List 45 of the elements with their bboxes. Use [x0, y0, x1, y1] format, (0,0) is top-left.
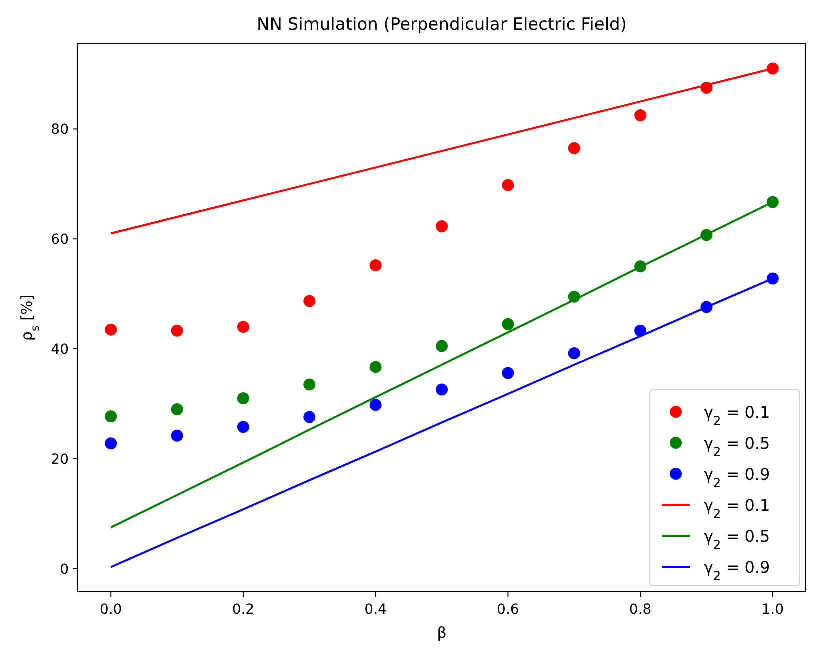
point [171, 404, 184, 416]
point [436, 340, 448, 352]
y-tick-label: 40 [51, 342, 69, 358]
point [502, 318, 514, 330]
point [502, 367, 514, 380]
point [171, 324, 184, 337]
x-tick-label: 0.0 [100, 602, 122, 618]
point [304, 411, 316, 424]
point [436, 220, 448, 232]
x-tick-label: 0.8 [629, 602, 652, 618]
x-tick-label: 0.2 [232, 602, 255, 618]
point [568, 142, 580, 154]
point [634, 109, 647, 122]
point [237, 421, 250, 434]
point [105, 324, 118, 336]
point [370, 260, 382, 272]
point [237, 321, 250, 334]
x-axis-title: β [437, 624, 447, 642]
y-tick-label: 60 [51, 232, 69, 248]
chart-title: NN Simulation (Perpendicular Electric Field) [257, 15, 627, 35]
legend-label: γ$_{2}$ = 0.1 [704, 403, 770, 428]
y-tick-label: 80 [51, 122, 69, 138]
point [766, 272, 779, 285]
y-tick-label: 20 [51, 452, 69, 468]
point [502, 179, 514, 192]
legend-label: γ$_{2}$ = 0.1 [704, 496, 770, 521]
x-tick-label: 0.6 [497, 602, 520, 618]
point [370, 399, 382, 412]
point [436, 384, 448, 396]
point [105, 410, 118, 423]
point [237, 392, 250, 405]
legend-label: γ$_{2}$ = 0.9 [704, 558, 770, 583]
point [105, 438, 118, 450]
x-tick-label: 1.0 [762, 602, 784, 618]
point [568, 347, 580, 360]
point [304, 295, 316, 308]
y-tick-label: 0 [60, 562, 69, 578]
point [370, 361, 382, 374]
x-tick-label: 0.4 [364, 602, 388, 618]
point [304, 378, 316, 391]
legend-label: γ$_{2}$ = 0.5 [704, 434, 770, 459]
point [766, 196, 779, 208]
legend-label: γ$_{2}$ = 0.9 [704, 465, 770, 490]
legend-label: γ$_{2}$ = 0.5 [704, 527, 770, 552]
point [171, 430, 184, 442]
